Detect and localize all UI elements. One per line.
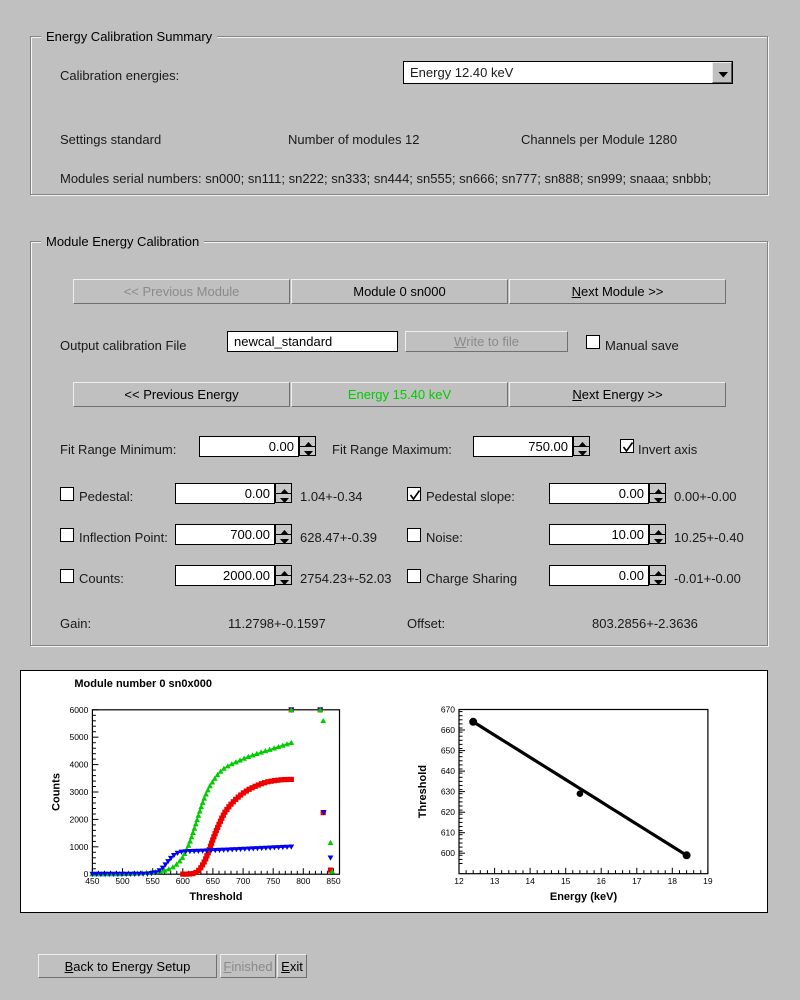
svg-text:600: 600 [176, 876, 190, 886]
svg-text:2000: 2000 [69, 814, 88, 824]
svg-text:550: 550 [146, 876, 160, 886]
svg-text:Energy (keV): Energy (keV) [550, 891, 618, 903]
svg-text:16: 16 [596, 876, 606, 886]
svg-text:12: 12 [454, 876, 464, 886]
svg-text:650: 650 [206, 876, 220, 886]
svg-text:610: 610 [441, 828, 455, 838]
svg-text:630: 630 [441, 787, 455, 797]
svg-text:17: 17 [632, 876, 642, 886]
svg-text:18: 18 [668, 876, 678, 886]
svg-text:450: 450 [85, 876, 99, 886]
svg-text:600: 600 [441, 848, 455, 858]
svg-text:14: 14 [525, 876, 535, 886]
svg-text:6000: 6000 [69, 705, 88, 715]
svg-text:19: 19 [703, 876, 713, 886]
svg-text:660: 660 [441, 725, 455, 735]
svg-text:800: 800 [296, 876, 310, 886]
svg-text:850: 850 [326, 876, 340, 886]
svg-text:640: 640 [441, 766, 455, 776]
svg-text:13: 13 [490, 876, 500, 886]
svg-text:670: 670 [441, 705, 455, 715]
svg-text:750: 750 [266, 876, 280, 886]
svg-text:Counts: Counts [50, 773, 62, 811]
svg-text:15: 15 [561, 876, 571, 886]
svg-text:5000: 5000 [69, 732, 88, 742]
svg-text:4000: 4000 [69, 760, 88, 770]
svg-text:3000: 3000 [69, 787, 88, 797]
svg-text:650: 650 [441, 746, 455, 756]
svg-text:Module number 0 sn0x000: Module number 0 sn0x000 [74, 678, 212, 690]
svg-text:620: 620 [441, 807, 455, 817]
svg-text:700: 700 [236, 876, 250, 886]
svg-text:Threshold: Threshold [189, 891, 242, 903]
svg-text:1000: 1000 [69, 842, 88, 852]
svg-text:Threshold: Threshold [417, 765, 429, 818]
svg-text:500: 500 [115, 876, 129, 886]
